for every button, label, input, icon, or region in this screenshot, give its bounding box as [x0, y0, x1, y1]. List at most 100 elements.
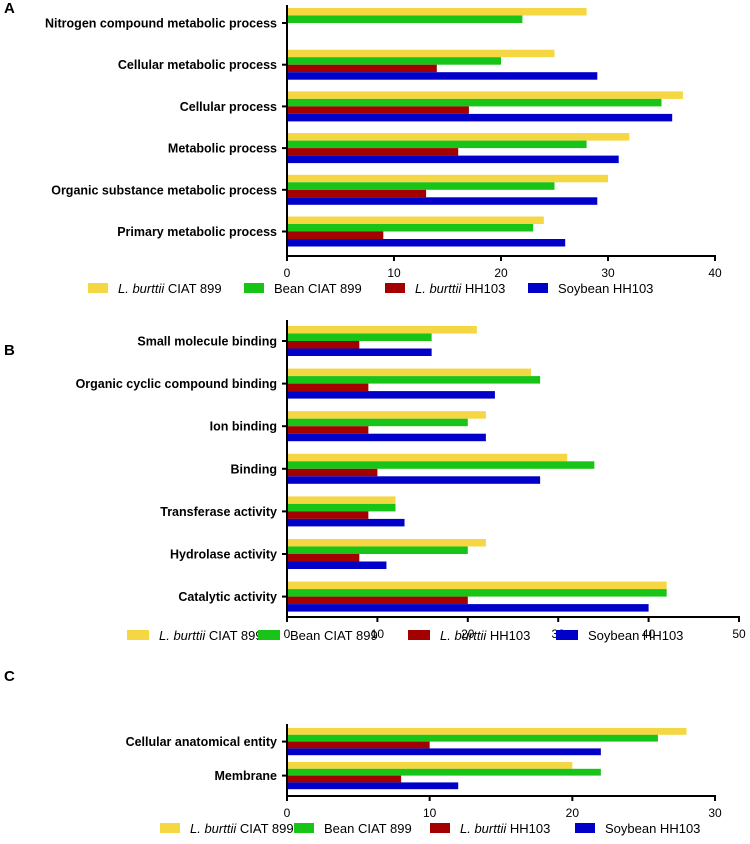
x-tick-label: 20 — [461, 627, 475, 641]
category-label: Cellular anatomical entity — [126, 735, 277, 749]
x-tick-label: 0 — [284, 806, 291, 820]
bar-group-hydrolase-activity — [287, 539, 486, 569]
bar-bean-ciat-899-hydrolase-activity — [287, 546, 468, 554]
bar-bean-ciat-899-nitrogen-compound-metabolic-process — [287, 15, 523, 23]
legend-swatch-bean-ciat-899 — [244, 283, 264, 293]
legend-label-l-burttii-ciat-899: L. burttii CIAT 899 — [190, 821, 294, 836]
bar-bean-ciat-899-organic-cyclic-compound-binding — [287, 376, 541, 384]
bar-soybean-hh103-cellular-process — [287, 113, 673, 122]
legend-swatch-l-burttii-hh103 — [408, 630, 430, 640]
bar-l-burttii-hh103-cellular-metabolic-process — [287, 64, 437, 73]
x-tick-label: 10 — [371, 627, 385, 641]
bar-soybean-hh103-cellular-anatomical-entity — [287, 748, 601, 756]
bar-l-burttii-ciat-899-membrane — [287, 762, 573, 769]
bar-l-burttii-hh103-primary-metabolic-process — [287, 231, 384, 239]
category-label: Hydrolase activity — [170, 548, 277, 562]
x-tick-label: 50 — [732, 627, 746, 641]
bar-soybean-hh103-metabolic-process — [287, 155, 619, 164]
bar-soybean-hh103-primary-metabolic-process — [287, 239, 566, 247]
bar-bean-ciat-899-transferase-activity — [287, 503, 396, 512]
category-label: Membrane — [214, 769, 277, 783]
bar-soybean-hh103-catalytic-activity — [287, 604, 649, 612]
legend-swatch-l-burttii-hh103 — [385, 283, 405, 293]
bar-l-burttii-hh103-catalytic-activity — [287, 596, 468, 605]
bar-soybean-hh103-binding — [287, 476, 541, 484]
bar-bean-ciat-899-cellular-process — [287, 98, 662, 107]
category-label: Organic substance metabolic process — [51, 183, 277, 197]
x-tick-label: 0 — [284, 627, 291, 641]
x-tick-label: 0 — [284, 266, 291, 280]
bar-l-burttii-ciat-899-nitrogen-compound-metabolic-process — [287, 8, 587, 16]
category-label: Cellular metabolic process — [118, 58, 277, 72]
bar-l-burttii-ciat-899-primary-metabolic-process — [287, 216, 544, 224]
category-label: Binding — [230, 462, 277, 476]
bar-soybean-hh103-ion-binding — [287, 433, 486, 442]
panel-a: A Nitrogen compound metabolic process Cell… — [4, 0, 722, 296]
legend-label-bean-ciat-899: Bean CIAT 899 — [290, 628, 378, 643]
bar-bean-ciat-899-ion-binding — [287, 418, 468, 427]
bar-l-burttii-ciat-899-cellular-metabolic-process — [287, 49, 555, 58]
bar-bean-ciat-899-primary-metabolic-process — [287, 224, 534, 232]
category-label: Transferase activity — [160, 505, 277, 519]
bar-l-burttii-hh103-transferase-activity — [287, 511, 369, 519]
bar-group-metabolic-process — [287, 133, 630, 164]
x-tick-label: 40 — [708, 266, 722, 280]
bar-l-burttii-hh103-binding — [287, 468, 378, 477]
bar-l-burttii-ciat-899-hydrolase-activity — [287, 539, 486, 547]
legend-swatch-soybean-hh103 — [556, 630, 578, 640]
x-tick-label: 10 — [423, 806, 437, 820]
bar-soybean-hh103-membrane — [287, 782, 459, 790]
bar-bean-ciat-899-small-molecule-binding — [287, 333, 432, 341]
panel-c: C Cellular anatomical entity Membrane 0 10 20… — [4, 668, 722, 836]
legend-label-bean-ciat-899: Bean CIAT 899 — [324, 821, 412, 836]
legend-swatch-soybean-hh103 — [575, 823, 595, 833]
legend-label-soybean-hh103: Soybean HH103 — [605, 821, 700, 836]
x-tick-label: 10 — [387, 266, 401, 280]
bar-l-burttii-ciat-899-cellular-anatomical-entity — [287, 728, 687, 735]
category-label: Catalytic activity — [178, 590, 277, 604]
bar-soybean-hh103-transferase-activity — [287, 518, 405, 527]
legend-label-bean-ciat-899: Bean CIAT 899 — [274, 281, 362, 296]
category-label: Ion binding — [210, 420, 277, 434]
legend-swatch-l-burttii-hh103 — [430, 823, 450, 833]
bar-group-nitrogen-compound-metabolic-process — [287, 8, 587, 23]
bar-soybean-hh103-organic-substance-metabolic-process — [287, 197, 598, 205]
legend-label-l-burttii-hh103: L. burttii HH103 — [440, 628, 530, 643]
bar-l-burttii-hh103-ion-binding — [287, 426, 369, 434]
x-tick-label: 30 — [601, 266, 615, 280]
bar-l-burttii-hh103-membrane — [287, 775, 402, 783]
bar-group-cellular-anatomical-entity — [287, 728, 687, 756]
legend-label-soybean-hh103: Soybean HH103 — [558, 281, 653, 296]
bar-l-burttii-ciat-899-transferase-activity — [287, 496, 396, 504]
bar-group-small-molecule-binding — [287, 326, 477, 356]
legend: L. burttii CIAT 899 Bean CIAT 899 L. burtt… — [160, 821, 700, 836]
panel-letter: C — [4, 668, 15, 685]
x-tick-label: 20 — [566, 806, 580, 820]
x-tick-label: 20 — [494, 266, 508, 280]
bar-group-binding — [287, 453, 595, 484]
bar-l-burttii-hh103-metabolic-process — [287, 148, 459, 156]
legend-label-l-burttii-ciat-899: L. burttii CIAT 899 — [159, 628, 263, 643]
category-label: Cellular process — [180, 100, 277, 114]
bar-group-cellular-metabolic-process — [287, 49, 598, 80]
bar-soybean-hh103-hydrolase-activity — [287, 561, 387, 569]
bar-l-burttii-ciat-899-ion-binding — [287, 411, 486, 419]
bar-soybean-hh103-cellular-metabolic-process — [287, 72, 598, 80]
bar-soybean-hh103-small-molecule-binding — [287, 348, 432, 356]
bar-l-burttii-ciat-899-small-molecule-binding — [287, 326, 477, 334]
bar-bean-ciat-899-cellular-metabolic-process — [287, 57, 501, 65]
bar-l-burttii-ciat-899-organic-substance-metabolic-process — [287, 174, 608, 183]
legend-label-l-burttii-hh103: L. burttii HH103 — [415, 281, 505, 296]
bar-l-burttii-ciat-899-organic-cyclic-compound-binding — [287, 368, 532, 377]
legend: L. burttii CIAT 899 Bean CIAT 899 L. burtt… — [88, 281, 653, 296]
bar-group-primary-metabolic-process — [287, 216, 566, 247]
bar-l-burttii-ciat-899-metabolic-process — [287, 133, 630, 141]
legend: L. burttii CIAT 899 Bean CIAT 899 L. burtt… — [127, 628, 683, 643]
category-label: Organic cyclic compound binding — [76, 377, 277, 391]
bar-group-cellular-process — [287, 91, 683, 122]
bar-group-catalytic-activity — [287, 581, 667, 612]
legend-label-soybean-hh103: Soybean HH103 — [588, 628, 683, 643]
x-tick-label: 30 — [708, 806, 722, 820]
bar-group-organic-substance-metabolic-process — [287, 174, 608, 205]
